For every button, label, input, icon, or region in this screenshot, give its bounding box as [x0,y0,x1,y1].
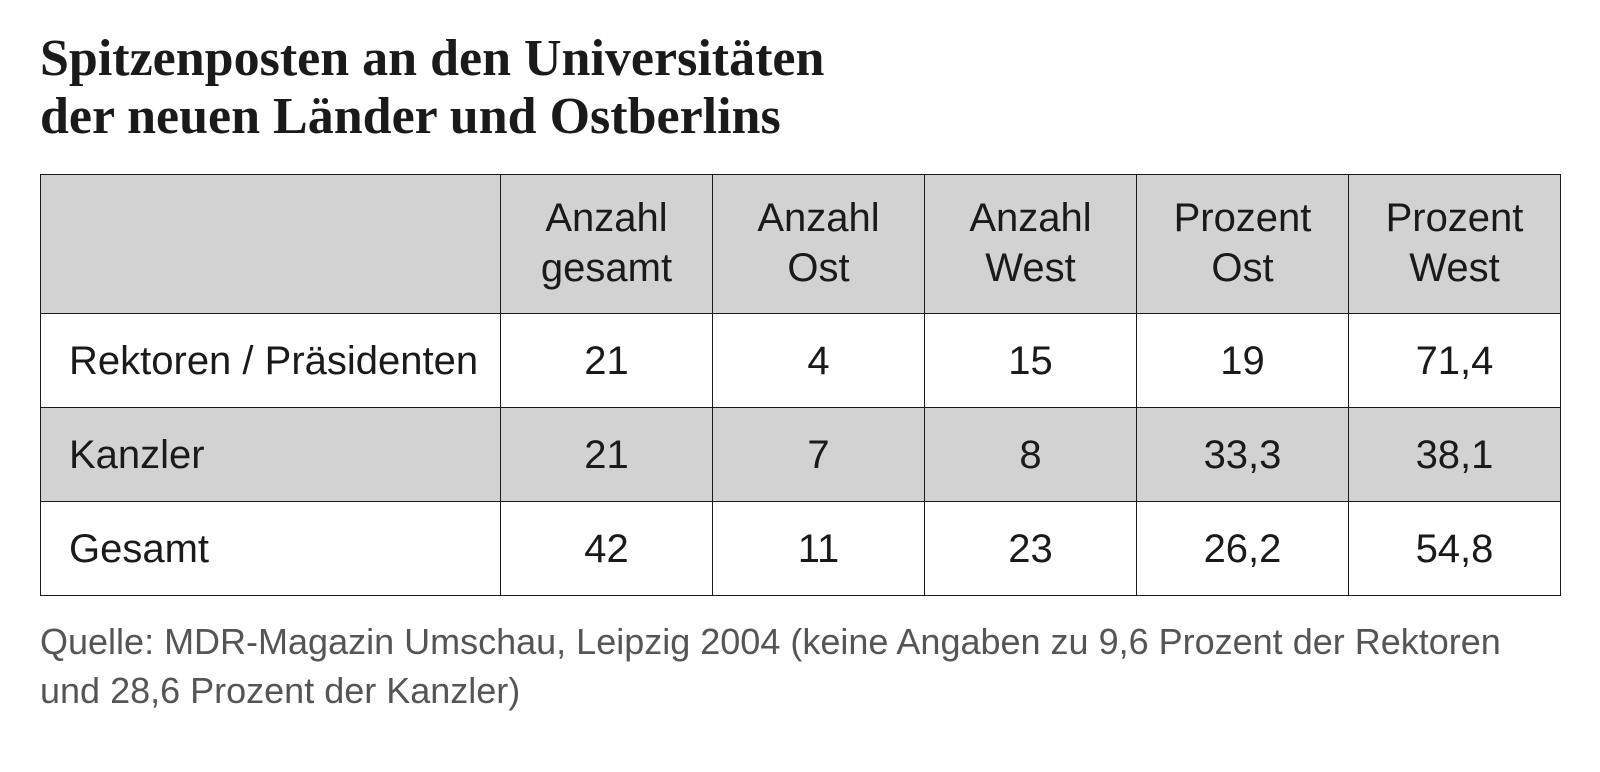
row-label: Gesamt [41,502,501,596]
cell-value: 11 [713,502,925,596]
col-header-text: Prozent [1174,196,1312,240]
cell-value: 42 [501,502,713,596]
col-header-text: Anzahl [969,196,1091,240]
cell-value: 21 [501,408,713,502]
col-header-anzahl-west: Anzahl West [925,175,1137,314]
col-header-text: gesamt [541,246,672,290]
cell-value: 33,3 [1137,408,1349,502]
table-row: Rektoren / Präsidenten 21 4 15 19 71,4 [41,314,1561,408]
cell-value: 23 [925,502,1137,596]
cell-value: 19 [1137,314,1349,408]
source-note: Quelle: MDR-Magazin Umschau, Leipzig 200… [40,618,1560,715]
col-header-text: West [985,246,1075,290]
title-line-1: Spitzenposten an den Universitäten [40,30,824,87]
col-header-anzahl-ost: Anzahl Ost [713,175,925,314]
col-header-text: Ost [787,246,849,290]
page-title: Spitzenposten an den Universitäten der n… [40,30,1560,146]
row-label: Kanzler [41,408,501,502]
page: Spitzenposten an den Universitäten der n… [0,0,1600,772]
col-header-text: Anzahl [545,196,667,240]
col-header-prozent-ost: Prozent Ost [1137,175,1349,314]
cell-value: 8 [925,408,1137,502]
cell-value: 38,1 [1349,408,1561,502]
col-header-anzahl-gesamt: Anzahl gesamt [501,175,713,314]
cell-value: 71,4 [1349,314,1561,408]
table-row: Kanzler 21 7 8 33,3 38,1 [41,408,1561,502]
col-header-text: Ost [1211,246,1273,290]
col-header-blank [41,175,501,314]
data-table: Anzahl gesamt Anzahl Ost Anzahl West Pro… [40,174,1561,596]
col-header-text: West [1409,246,1499,290]
table-row: Gesamt 42 11 23 26,2 54,8 [41,502,1561,596]
col-header-text: Anzahl [757,196,879,240]
title-line-2: der neuen Länder und Ostberlins [40,88,781,145]
cell-value: 4 [713,314,925,408]
cell-value: 26,2 [1137,502,1349,596]
cell-value: 7 [713,408,925,502]
col-header-prozent-west: Prozent West [1349,175,1561,314]
table-header-row: Anzahl gesamt Anzahl Ost Anzahl West Pro… [41,175,1561,314]
cell-value: 54,8 [1349,502,1561,596]
cell-value: 15 [925,314,1137,408]
cell-value: 21 [501,314,713,408]
col-header-text: Prozent [1386,196,1524,240]
row-label: Rektoren / Präsidenten [41,314,501,408]
